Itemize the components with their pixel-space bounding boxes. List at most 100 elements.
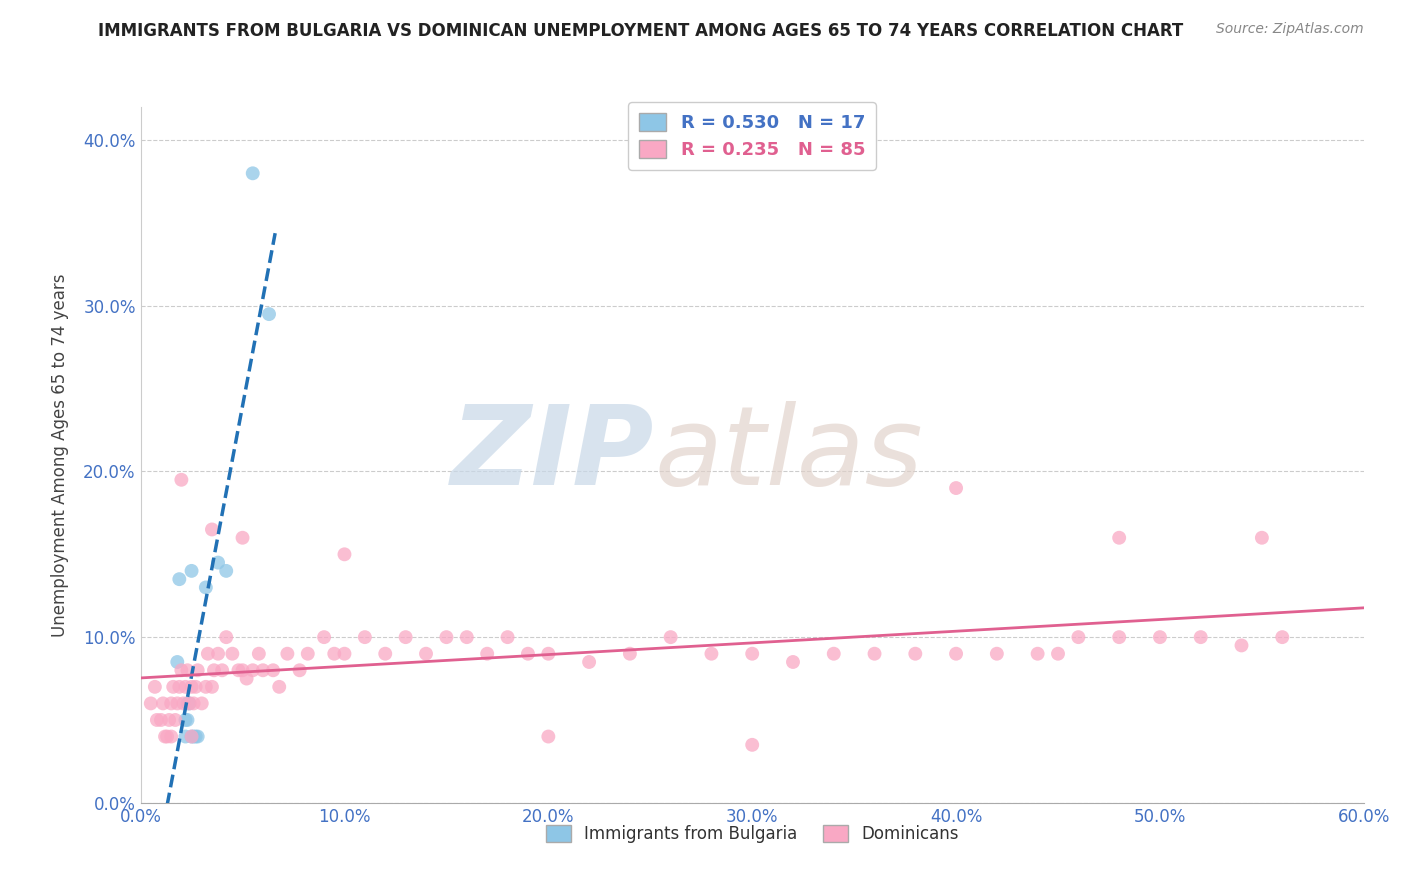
Dominicans — [247, 647, 270, 661]
Dominicans — [201, 523, 224, 537]
Dominicans — [374, 647, 396, 661]
Dominicans — [160, 730, 183, 744]
Dominicans — [242, 663, 264, 677]
Dominicans — [823, 647, 845, 661]
Dominicans — [156, 730, 179, 744]
Dominicans — [194, 680, 217, 694]
Dominicans — [904, 647, 927, 661]
Dominicans — [333, 647, 356, 661]
Dominicans — [228, 663, 250, 677]
Immigrants from Bulgaria — [174, 713, 197, 727]
Dominicans — [986, 647, 1008, 661]
Text: ZIP: ZIP — [451, 401, 654, 508]
Dominicans — [180, 680, 202, 694]
Text: Source: ZipAtlas.com: Source: ZipAtlas.com — [1216, 22, 1364, 37]
Dominicans — [197, 647, 219, 661]
Immigrants from Bulgaria — [242, 166, 264, 180]
Dominicans — [252, 663, 274, 677]
Immigrants from Bulgaria — [176, 697, 198, 711]
Dominicans — [659, 630, 682, 644]
Dominicans — [578, 655, 600, 669]
Immigrants from Bulgaria — [180, 564, 202, 578]
Dominicans — [415, 647, 437, 661]
Dominicans — [312, 630, 335, 644]
Dominicans — [221, 647, 243, 661]
Immigrants from Bulgaria — [183, 730, 205, 744]
Dominicans — [496, 630, 519, 644]
Dominicans — [436, 630, 458, 644]
Dominicans — [146, 713, 169, 727]
Dominicans — [863, 647, 886, 661]
Immigrants from Bulgaria — [174, 730, 197, 744]
Dominicans — [170, 473, 193, 487]
Dominicans — [741, 647, 763, 661]
Dominicans — [1251, 531, 1274, 545]
Dominicans — [1046, 647, 1070, 661]
Dominicans — [269, 680, 291, 694]
Dominicans — [262, 663, 284, 677]
Dominicans — [176, 663, 198, 677]
Dominicans — [172, 697, 194, 711]
Dominicans — [143, 680, 166, 694]
Dominicans — [179, 697, 201, 711]
Text: IMMIGRANTS FROM BULGARIA VS DOMINICAN UNEMPLOYMENT AMONG AGES 65 TO 74 YEARS COR: IMMIGRANTS FROM BULGARIA VS DOMINICAN UN… — [98, 22, 1184, 40]
Y-axis label: Unemployment Among Ages 65 to 74 years: Unemployment Among Ages 65 to 74 years — [52, 273, 69, 637]
Dominicans — [139, 697, 162, 711]
Dominicans — [187, 663, 209, 677]
Dominicans — [333, 547, 356, 561]
Dominicans — [231, 663, 254, 677]
Dominicans — [475, 647, 498, 661]
Legend: Immigrants from Bulgaria, Dominicans: Immigrants from Bulgaria, Dominicans — [540, 819, 965, 850]
Dominicans — [231, 531, 254, 545]
Dominicans — [741, 738, 763, 752]
Dominicans — [160, 697, 183, 711]
Text: atlas: atlas — [654, 401, 922, 508]
Dominicans — [276, 647, 298, 661]
Immigrants from Bulgaria — [180, 730, 202, 744]
Immigrants from Bulgaria — [166, 655, 188, 669]
Dominicans — [152, 697, 174, 711]
Dominicans — [207, 647, 229, 661]
Dominicans — [297, 647, 319, 661]
Immigrants from Bulgaria — [187, 730, 209, 744]
Dominicans — [537, 647, 560, 661]
Dominicans — [215, 630, 238, 644]
Dominicans — [191, 697, 214, 711]
Immigrants from Bulgaria — [179, 697, 201, 711]
Immigrants from Bulgaria — [207, 556, 229, 570]
Dominicans — [782, 655, 804, 669]
Immigrants from Bulgaria — [184, 730, 207, 744]
Dominicans — [1271, 630, 1294, 644]
Dominicans — [323, 647, 346, 661]
Dominicans — [945, 647, 967, 661]
Dominicans — [150, 713, 172, 727]
Dominicans — [1149, 630, 1171, 644]
Immigrants from Bulgaria — [215, 564, 238, 578]
Dominicans — [184, 680, 207, 694]
Immigrants from Bulgaria — [257, 307, 280, 321]
Dominicans — [235, 672, 257, 686]
Dominicans — [174, 680, 197, 694]
Dominicans — [517, 647, 540, 661]
Dominicans — [288, 663, 311, 677]
Dominicans — [162, 680, 184, 694]
Dominicans — [1026, 647, 1049, 661]
Immigrants from Bulgaria — [194, 581, 217, 595]
Dominicans — [166, 697, 188, 711]
Dominicans — [169, 680, 191, 694]
Dominicans — [394, 630, 416, 644]
Dominicans — [170, 663, 193, 677]
Immigrants from Bulgaria — [176, 713, 198, 727]
Dominicans — [165, 713, 187, 727]
Dominicans — [619, 647, 641, 661]
Dominicans — [202, 663, 225, 677]
Dominicans — [1230, 639, 1253, 653]
Dominicans — [537, 730, 560, 744]
Dominicans — [1108, 630, 1130, 644]
Dominicans — [153, 730, 176, 744]
Dominicans — [157, 713, 180, 727]
Dominicans — [700, 647, 723, 661]
Dominicans — [183, 697, 205, 711]
Dominicans — [456, 630, 478, 644]
Dominicans — [945, 481, 967, 495]
